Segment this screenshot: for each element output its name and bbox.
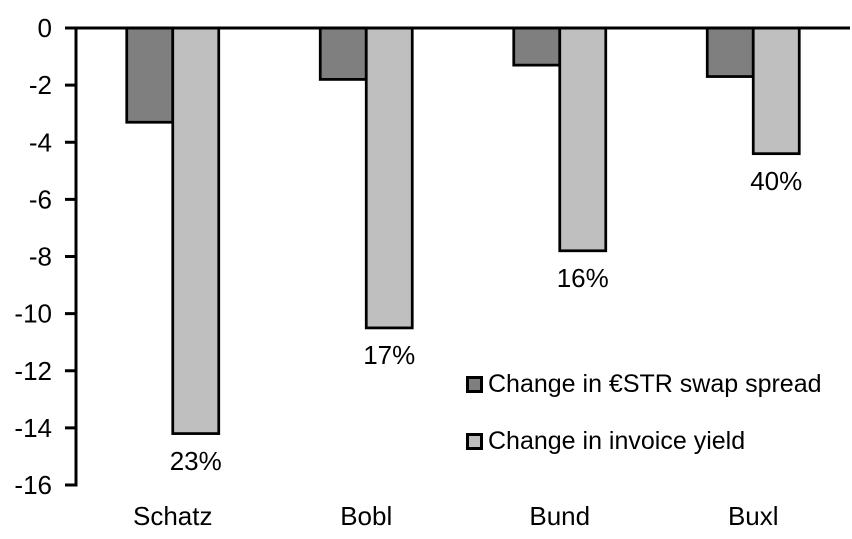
y-tick-label: -2 bbox=[29, 70, 52, 100]
bar-bund-change-in-str-swap-spread bbox=[512, 26, 562, 67]
x-axis-label-buxl: Buxl bbox=[728, 501, 779, 531]
y-tick-label: -8 bbox=[29, 242, 52, 272]
y-tick-label: -6 bbox=[29, 184, 52, 214]
y-tick-label: -14 bbox=[14, 413, 52, 443]
data-label-buxl: 40% bbox=[750, 166, 802, 196]
bar-schatz-change-in-invoice-yield bbox=[171, 26, 221, 435]
bar-bobl-change-in-invoice-yield bbox=[364, 26, 414, 330]
x-axis-label-schatz: Schatz bbox=[133, 501, 213, 531]
x-axis-label-bobl: Bobl bbox=[340, 501, 392, 531]
y-tick-label: -16 bbox=[14, 470, 52, 500]
bar-bund-change-in-invoice-yield bbox=[558, 26, 608, 253]
legend-item-invoice-yield: Change in invoice yield bbox=[466, 426, 822, 457]
bar-schatz-change-in-str-swap-spread bbox=[125, 26, 175, 124]
legend-swatch-estr-swap-spread bbox=[466, 376, 483, 393]
legend-swatch-invoice-yield bbox=[466, 433, 483, 450]
legend-item-estr-swap-spread: Change in €STR swap spread bbox=[466, 369, 822, 400]
data-label-bund: 16% bbox=[557, 263, 609, 293]
data-label-bobl: 17% bbox=[363, 340, 415, 370]
bar-bobl-change-in-str-swap-spread bbox=[318, 26, 368, 81]
x-axis-label-bund: Bund bbox=[529, 501, 590, 531]
bar-buxl-change-in-invoice-yield bbox=[751, 26, 801, 156]
data-label-schatz: 23% bbox=[170, 446, 222, 476]
legend-label-invoice-yield: Change in invoice yield bbox=[488, 427, 746, 455]
legend-label-estr-swap-spread: Change in €STR swap spread bbox=[488, 370, 822, 398]
y-tick-label: 0 bbox=[38, 13, 52, 43]
y-tick-label: -4 bbox=[29, 127, 52, 157]
bar-buxl-change-in-str-swap-spread bbox=[705, 26, 755, 78]
chart-legend: Change in €STR swap spread Change in inv… bbox=[466, 369, 822, 457]
y-tick-label: -10 bbox=[14, 299, 52, 329]
y-tick-label: -12 bbox=[14, 356, 52, 386]
